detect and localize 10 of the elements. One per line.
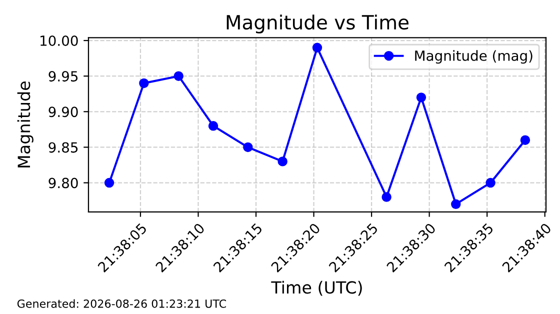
y-tick-label: 9.90 [48, 106, 78, 118]
y-axis-title: Magnitude [17, 82, 34, 168]
text: Generated: 2026-08-26 01:23:21 UTC [17, 299, 226, 308]
y-tick-label: 10.00 [40, 35, 78, 46]
y-tick-label: 9.85 [48, 142, 78, 153]
legend-label: Magnitude (mag) [415, 50, 532, 64]
chart-title: Magnitude vs Time [226, 14, 408, 34]
y-tick-label: 9.95 [48, 71, 78, 82]
x-axis-title: Time (UTC) [271, 280, 362, 296]
y-tick-label: 9.80 [48, 178, 78, 188]
